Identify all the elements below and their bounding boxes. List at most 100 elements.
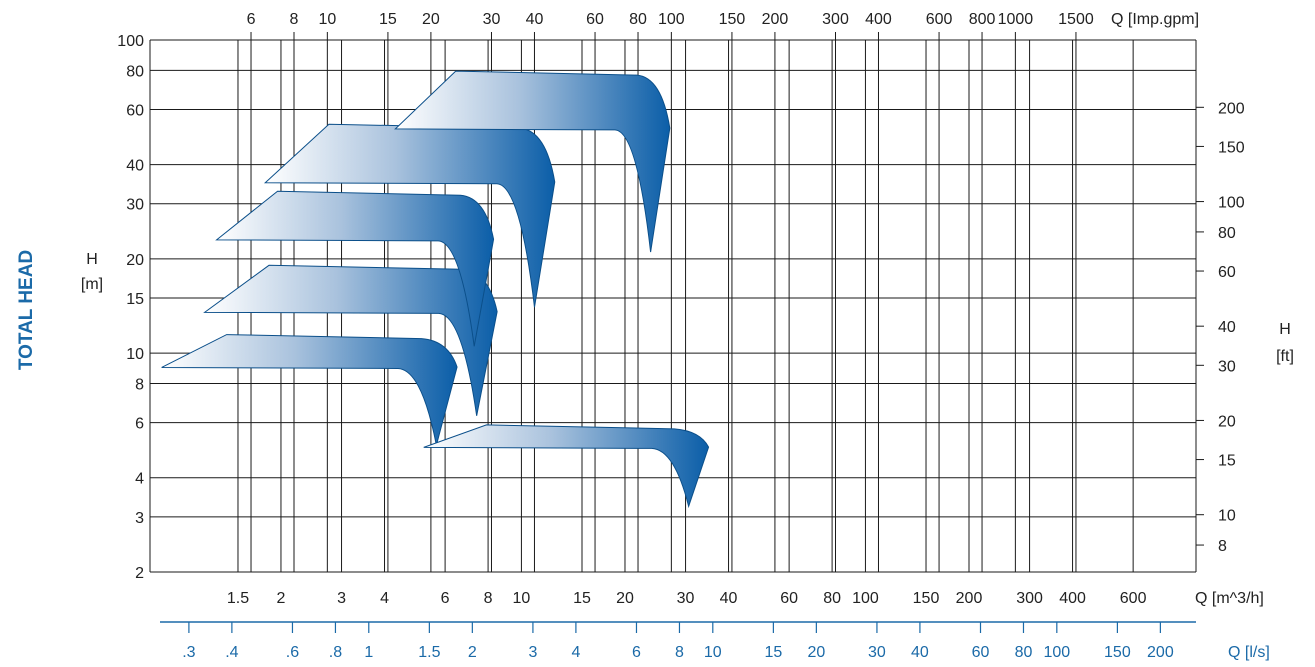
y-left-tick-100: 100 [117,33,144,50]
x-lps-tick-2: 2 [468,644,477,661]
x-gpm-tick-1500: 1500 [1058,11,1094,28]
x-lps-tick-0.8: .8 [329,644,342,661]
x-lps-tick-0.3: .3 [182,644,195,661]
y-left-tick-2: 2 [135,565,144,582]
y-right-tick-20: 20 [1218,413,1236,430]
grid [149,32,1204,633]
x-lps-tick-200: 200 [1147,644,1174,661]
x-gpm-tick-15: 15 [379,11,397,28]
x-gpm-tick-60: 60 [586,11,604,28]
x-gpm-tick-10: 10 [318,11,336,28]
x-lps-tick-40: 40 [911,644,929,661]
x-lps-tick-10: 10 [704,644,722,661]
x-gpm-tick-20: 20 [422,11,440,28]
x-gpm-tick-150: 150 [719,11,746,28]
x-lps-tick-6: 6 [632,644,641,661]
x-lps-tick-80: 80 [1015,644,1033,661]
tick-labels: 100 80 60 40 30 20 15 10 8 6 4 3 2 200 150 100 80 60 40 30 2… [117,11,1245,661]
y-right-tick-30: 30 [1218,358,1236,375]
x-lps-tick-30: 30 [868,644,886,661]
x-lps-tick-15: 15 [764,644,782,661]
y-right-tick-80: 80 [1218,225,1236,242]
x-m3h-tick-40: 40 [720,590,738,607]
x-m3h-tick-60: 60 [780,590,798,607]
x-m3h-tick-150: 150 [913,590,940,607]
x-m3h-tick-15: 15 [573,590,591,607]
x-lps-tick-1: 1 [364,644,373,661]
x-gpm-tick-400: 400 [865,11,892,28]
y-left-tick-40: 40 [126,158,144,175]
x-gpm-tick-40: 40 [526,11,544,28]
curve-band-4 [423,424,710,509]
y-left-tick-6: 6 [135,416,144,433]
x-m3h-tick-600: 600 [1120,590,1147,607]
y-left-tick-10: 10 [126,346,144,363]
x-m3h-tick-3: 3 [337,590,346,607]
x-gpm-tick-6: 6 [247,11,256,28]
x-m3h-tick-6: 6 [441,590,450,607]
x-gpm-tick-100: 100 [658,11,685,28]
y-left-tick-8: 8 [135,376,144,393]
y-left-tick-20: 20 [126,252,144,269]
x-lps-axis-title: Q [l/s] [1228,644,1270,661]
x-lps-tick-60: 60 [972,644,990,661]
curve-bands [161,70,710,509]
x-lps-tick-8: 8 [675,644,684,661]
x-bottom-axis-title: Q [m^3/h] [1195,590,1264,607]
curve-band-0 [161,334,458,446]
x-lps-tick-150: 150 [1104,644,1131,661]
x-m3h-tick-4: 4 [380,590,389,607]
x-gpm-tick-600: 600 [926,11,953,28]
x-gpm-tick-800: 800 [969,11,996,28]
x-m3h-tick-30: 30 [677,590,695,607]
y-right-tick-40: 40 [1218,319,1236,336]
x-lps-tick-0.6: .6 [286,644,299,661]
y-right-tick-15: 15 [1218,453,1236,470]
y-left-tick-15: 15 [126,291,144,308]
y-right-tick-10: 10 [1218,508,1236,525]
y-left-tick-3: 3 [135,510,144,527]
x-m3h-tick-300: 300 [1016,590,1043,607]
y-left-label-line-1: H [86,251,98,268]
x-gpm-tick-80: 80 [629,11,647,28]
x-gpm-tick-30: 30 [483,11,501,28]
x-top-axis-title: Q [Imp.gpm] [1111,11,1199,28]
x-gpm-tick-300: 300 [822,11,849,28]
x-lps-tick-20: 20 [807,644,825,661]
y-right-tick-100: 100 [1218,195,1245,212]
x-lps-tick-4: 4 [571,644,580,661]
x-lps-tick-1.5: 1.5 [418,644,440,661]
x-m3h-tick-80: 80 [823,590,841,607]
total-head-label: TOTAL HEAD [16,250,37,370]
y-left-tick-60: 60 [126,102,144,119]
y-left-tick-80: 80 [126,63,144,80]
y-right-label-line-1: H [1279,321,1291,338]
curve-band-2 [215,190,495,347]
curve-band-5 [394,70,671,253]
x-gpm-tick-200: 200 [762,11,789,28]
x-m3h-tick-100: 100 [852,590,879,607]
x-lps-tick-100: 100 [1043,644,1070,661]
y-right-tick-200: 200 [1218,100,1245,117]
curve-band-3 [263,123,556,308]
x-m3h-tick-2: 2 [277,590,286,607]
x-gpm-tick-1000: 1000 [998,11,1034,28]
x-m3h-tick-400: 400 [1059,590,1086,607]
x-m3h-tick-200: 200 [956,590,983,607]
x-m3h-tick-10: 10 [513,590,531,607]
y-left-label-line-2: [m] [81,276,103,293]
x-gpm-tick-8: 8 [290,11,299,28]
x-m3h-tick-1.5: 1.5 [227,590,249,607]
y-left-tick-30: 30 [126,197,144,214]
y-right-tick-8: 8 [1218,538,1227,555]
x-m3h-tick-20: 20 [616,590,634,607]
y-right-tick-150: 150 [1218,139,1245,156]
y-left-tick-4: 4 [135,471,144,488]
x-lps-tick-3: 3 [528,644,537,661]
x-lps-tick-0.4: .4 [225,644,238,661]
x-m3h-tick-8: 8 [484,590,493,607]
y-right-label-line-2: [ft] [1276,348,1294,365]
y-right-tick-60: 60 [1218,264,1236,281]
